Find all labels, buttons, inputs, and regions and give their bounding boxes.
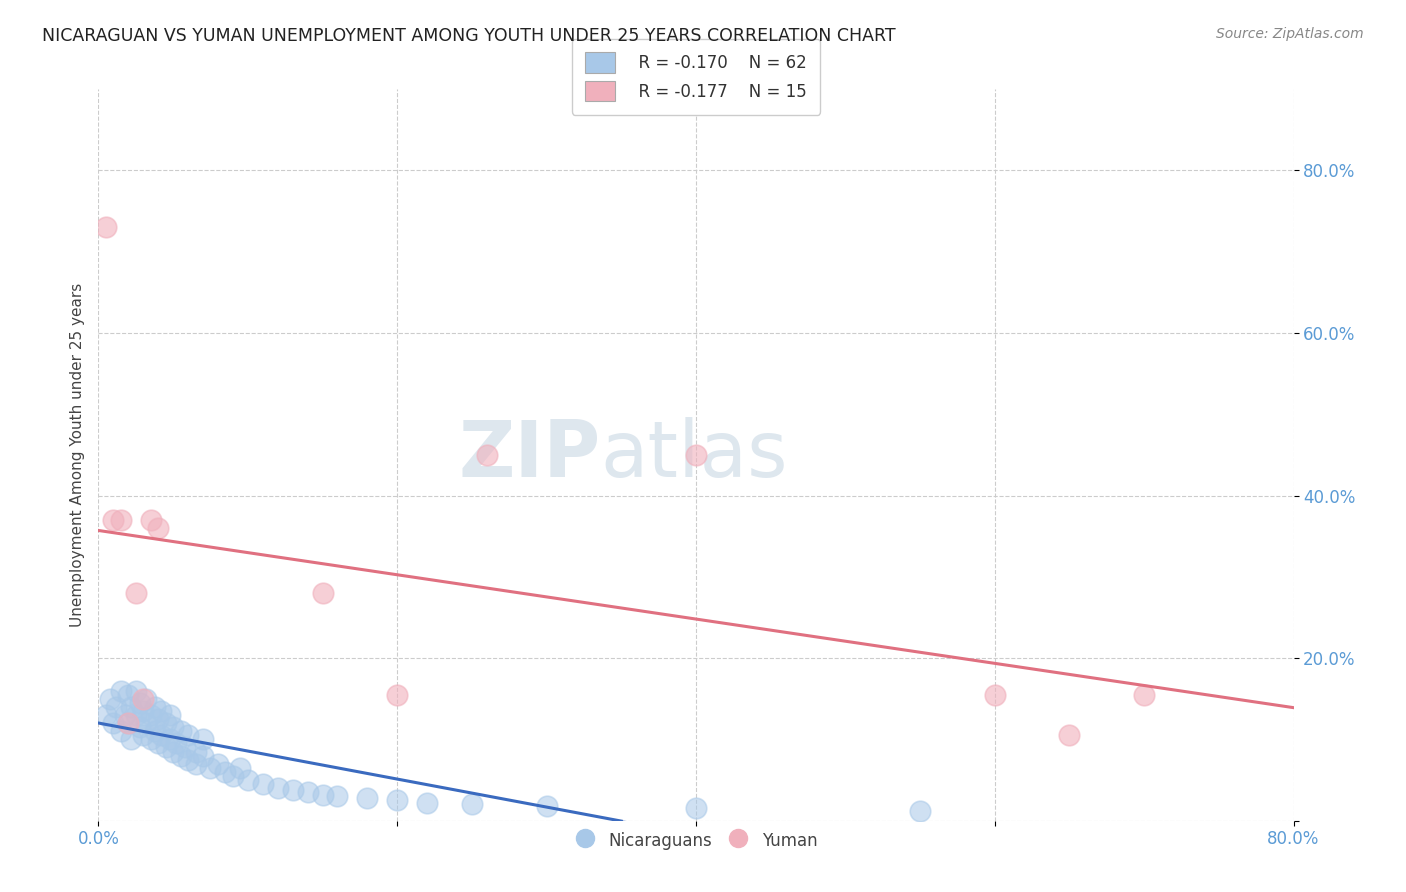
Point [177,728,200,742]
Point [148,736,170,750]
Point [132,691,155,706]
Point [281,782,304,797]
Point [236,772,259,787]
Text: NICARAGUAN VS YUMAN UNEMPLOYMENT AMONG YOUTH UNDER 25 YEARS CORRELATION CHART: NICARAGUAN VS YUMAN UNEMPLOYMENT AMONG Y… [42,27,896,45]
Point [184,745,207,759]
Point [475,448,498,462]
Point [135,716,157,731]
Point [103,716,125,731]
Point [252,777,274,791]
Point [105,699,128,714]
Point [135,691,157,706]
Point [159,732,181,747]
Point [143,699,166,714]
Point [162,720,184,734]
Point [132,704,155,718]
Point [536,799,558,814]
Point [125,683,148,698]
Point [150,704,173,718]
Point [191,732,214,747]
Point [132,728,155,742]
Point [103,513,125,527]
Point [148,712,170,726]
Point [1059,728,1081,742]
Point [685,801,707,815]
Point [174,740,197,755]
Point [148,521,170,535]
Point [191,748,214,763]
Point [117,716,139,731]
Point [120,699,142,714]
Point [229,761,252,775]
Point [110,683,132,698]
Point [165,736,187,750]
Point [139,708,162,723]
Point [150,728,173,742]
Point [984,688,1007,702]
Point [169,724,191,739]
Point [177,753,200,767]
Point [207,756,229,771]
Point [120,732,142,747]
Point [143,724,166,739]
Point [1133,688,1156,702]
Point [139,732,162,747]
Point [214,764,236,779]
Text: ZIP: ZIP [458,417,600,493]
Point [98,691,122,706]
Point [94,220,117,235]
Point [129,696,152,710]
Point [117,688,139,702]
Point [311,788,333,802]
Point [117,716,139,731]
Point [155,716,177,731]
Point [326,789,349,804]
Point [184,756,207,771]
Point [169,748,191,763]
Point [685,448,707,462]
Point [908,804,931,818]
Point [159,708,181,723]
Point [461,797,484,812]
Point [125,586,148,600]
Point [267,781,290,796]
Point [114,708,136,723]
Point [139,513,162,527]
Y-axis label: Unemployment Among Youth under 25 years: Unemployment Among Youth under 25 years [69,283,84,627]
Point [125,708,148,723]
Point [200,761,222,775]
Point [129,720,152,734]
Point [297,785,319,799]
Point [94,708,117,723]
Point [416,796,439,810]
Point [162,745,184,759]
Point [110,724,132,739]
Point [222,769,245,783]
Legend: Nicaraguans, Yuman: Nicaraguans, Yuman [568,825,824,856]
Point [385,688,409,702]
Point [311,586,333,600]
Point [155,740,177,755]
Text: atlas: atlas [600,417,787,493]
Text: Source: ZipAtlas.com: Source: ZipAtlas.com [1216,27,1364,41]
Point [110,513,132,527]
Point [385,793,409,807]
Point [356,790,378,805]
